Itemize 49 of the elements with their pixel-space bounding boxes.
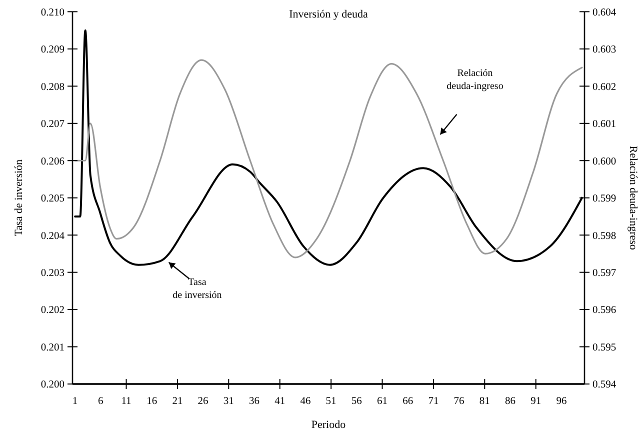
x-tick-label: 36 xyxy=(249,396,260,407)
x-tick-label: 6 xyxy=(98,396,104,407)
y-tick-label: 0.209 xyxy=(40,44,64,56)
y-tick-label: 0.206 xyxy=(40,156,64,168)
x-tick-label: 1 xyxy=(72,396,78,407)
line-series xyxy=(74,59,583,258)
x-tick-label: 26 xyxy=(198,396,208,407)
x-tick-label: 16 xyxy=(146,396,158,407)
x-tick-label: 41 xyxy=(274,396,286,407)
y2-tick-label: 0.595 xyxy=(592,342,616,354)
y2-tick-label: 0.604 xyxy=(592,7,617,18)
x-tick-label: 61 xyxy=(377,396,388,407)
x-axis-title: Periodo xyxy=(311,419,346,431)
y-tick-label: 0.210 xyxy=(40,7,64,18)
x-tick-label: 76 xyxy=(454,396,464,407)
x-tick-label: 21 xyxy=(172,396,183,407)
y2-tick-label: 0.600 xyxy=(592,156,616,168)
y2-tick-label: 0.596 xyxy=(592,305,616,316)
x-tick-label: 11 xyxy=(121,396,132,407)
y-tick-label: 0.201 xyxy=(40,342,64,354)
y-tick-label: 0.207 xyxy=(40,119,64,130)
x-tick-label: 71 xyxy=(428,396,439,407)
y-tick-label: 0.202 xyxy=(40,305,64,316)
y2-tick-label: 0.603 xyxy=(592,44,616,56)
y-axis-title: Tasa de inversión xyxy=(13,158,25,236)
y2-axis-title: Relación deuda-ingreso xyxy=(627,146,639,250)
y2-tick-label: 0.599 xyxy=(592,194,616,205)
x-tick-label: 46 xyxy=(300,396,311,407)
annotation: Relación deuda-ingreso xyxy=(446,68,504,92)
y-tick-label: 0.203 xyxy=(40,268,64,279)
y2-tick-label: 0.598 xyxy=(592,230,616,242)
y2-tick-label: 0.594 xyxy=(592,380,617,391)
y2-tick-label: 0.597 xyxy=(592,268,616,279)
y2-tick-label: 0.601 xyxy=(592,119,616,130)
chart-title: Inversión y deuda xyxy=(289,8,368,21)
y-tick-label: 0.205 xyxy=(40,194,64,205)
x-tick-label: 66 xyxy=(402,396,414,407)
y-tick-label: 0.208 xyxy=(40,82,64,93)
x-tick-label: 51 xyxy=(326,396,336,407)
y2-tick-label: 0.602 xyxy=(592,82,616,93)
x-tick-label: 56 xyxy=(351,396,362,407)
x-tick-label: 86 xyxy=(505,396,516,407)
x-tick-label: 31 xyxy=(223,396,234,407)
x-tick-label: 91 xyxy=(530,396,542,407)
annotation: Tasa de inversión xyxy=(172,277,222,302)
y-tick-label: 0.200 xyxy=(40,380,64,391)
x-tick-label: 96 xyxy=(556,396,567,407)
y-tick-label: 0.204 xyxy=(40,230,66,242)
x-tick-label: 81 xyxy=(479,396,490,407)
